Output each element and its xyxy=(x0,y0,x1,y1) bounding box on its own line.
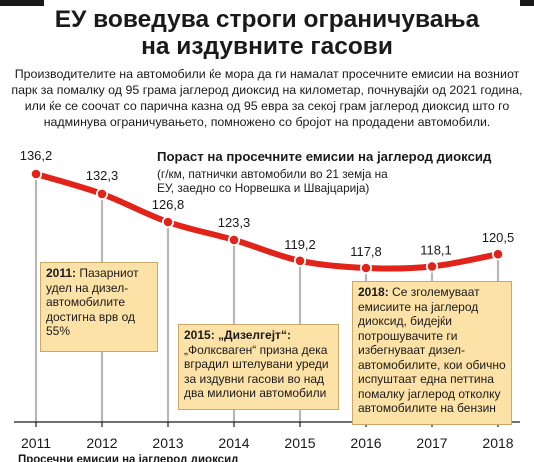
lead-paragraph: Производителите на автомобили ќе мора да… xyxy=(11,67,523,129)
annotation-2011: 2011: Пазарниот удел на дизел-автомобили… xyxy=(40,262,158,352)
data-point-2016 xyxy=(359,261,373,275)
x-tick-label-2016: 2016 xyxy=(350,435,381,451)
series-line xyxy=(33,171,501,272)
x-tick-label-2013: 2013 xyxy=(152,435,183,451)
top-bar-segment-right xyxy=(520,0,534,6)
data-label-2011: 136,2 xyxy=(20,148,53,163)
x-tick-label-2017: 2017 xyxy=(416,435,447,451)
data-point-2014 xyxy=(227,233,241,247)
chart-subtitle: (г/км, патнички автомобили во 21 земја н… xyxy=(157,167,388,195)
annotation-2018-label: 2018: xyxy=(358,285,389,299)
annotation-2018: 2018: Се зголемуваат емисиите на јаглеро… xyxy=(352,281,512,425)
data-point-2011 xyxy=(29,167,43,181)
top-bar-segment xyxy=(0,0,44,6)
headline-line-2: на издувните гасови xyxy=(141,33,393,60)
headline: ЕУ воведува строги ограничувања на издув… xyxy=(0,6,534,60)
x-tick-label-2018: 2018 xyxy=(482,435,513,451)
data-point-2013 xyxy=(161,215,175,229)
data-label-2017: 118,1 xyxy=(420,242,452,257)
data-label-2018: 120,5 xyxy=(482,230,515,245)
data-point-2012 xyxy=(95,187,109,201)
x-tick-label-2015: 2015 xyxy=(284,435,315,451)
next-section-strip: Просечни емисии на јаглерод диоксид xyxy=(0,452,534,462)
data-label-2015: 119,2 xyxy=(284,237,316,252)
annotation-2011-text: Пазарниот удел на дизел-автомобилите дос… xyxy=(46,266,139,338)
data-label-2014: 123,3 xyxy=(218,215,251,230)
data-label-2016: 117,8 xyxy=(350,244,382,259)
annotation-2018-text: Се зголемуваат емисиите на јаглерод диок… xyxy=(358,285,506,415)
x-tick-label-2014: 2014 xyxy=(218,435,249,451)
annotation-2015-label: 2015: „Дизелгејт“: xyxy=(184,328,291,342)
annotation-2015-text: „Фолксваген“ призна дека вградил штелува… xyxy=(184,342,329,401)
data-point-2017 xyxy=(425,260,439,273)
x-tick-label-2012: 2012 xyxy=(86,435,117,451)
headline-line-1: ЕУ воведува строги ограничувања xyxy=(54,6,480,33)
data-label-2013: 126,8 xyxy=(152,197,185,212)
data-point-2015 xyxy=(293,254,307,267)
annotation-2015: 2015: „Дизелгејт“: „Фолксваген“ призна д… xyxy=(178,324,339,410)
data-point-2018 xyxy=(491,248,505,261)
x-tick-label-2011: 2011 xyxy=(21,435,51,451)
annotation-2011-label: 2011: xyxy=(46,266,77,280)
chart-title: Пораст на просечните емисии на јаглерод … xyxy=(157,149,492,164)
next-section-title: Просечни емисии на јаглерод диоксид xyxy=(18,454,239,462)
data-label-2012: 132,3 xyxy=(86,168,119,183)
top-bar xyxy=(0,0,534,6)
